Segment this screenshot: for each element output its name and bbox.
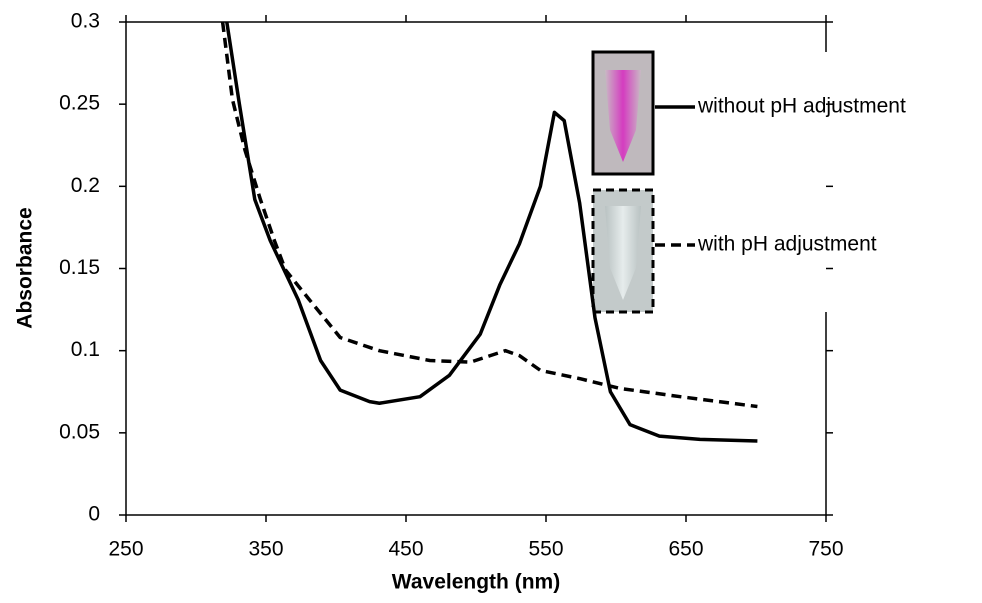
tube-clear — [605, 206, 641, 300]
y-tick-label: 0.15 — [59, 256, 100, 279]
x-tick-label: 450 — [388, 538, 423, 561]
x-tick-label: 650 — [668, 538, 703, 561]
y-tick-label: 0.05 — [59, 420, 100, 443]
y-tick-label: 0.2 — [71, 174, 100, 197]
x-tick-label: 550 — [528, 538, 563, 561]
series-line — [220, 21, 758, 409]
legend-mask — [822, 52, 832, 312]
tube-pink — [605, 70, 641, 162]
legend-label: with pH adjustment — [697, 233, 877, 256]
x-axis-title: Wavelength (nm) — [392, 571, 560, 594]
y-axis-title: Absorbance — [14, 207, 37, 328]
y-tick-label: 0.1 — [71, 338, 100, 361]
y-tick-label: 0.3 — [71, 10, 100, 33]
series-line — [225, 21, 758, 443]
legend-label: without pH adjustment — [697, 95, 906, 118]
x-tick-label: 750 — [808, 538, 843, 561]
y-tick-label: 0.25 — [59, 92, 100, 115]
x-tick-label: 350 — [248, 538, 283, 561]
x-tick-label: 250 — [108, 538, 143, 561]
y-tick-label: 0 — [88, 503, 100, 526]
legend — [591, 50, 832, 314]
